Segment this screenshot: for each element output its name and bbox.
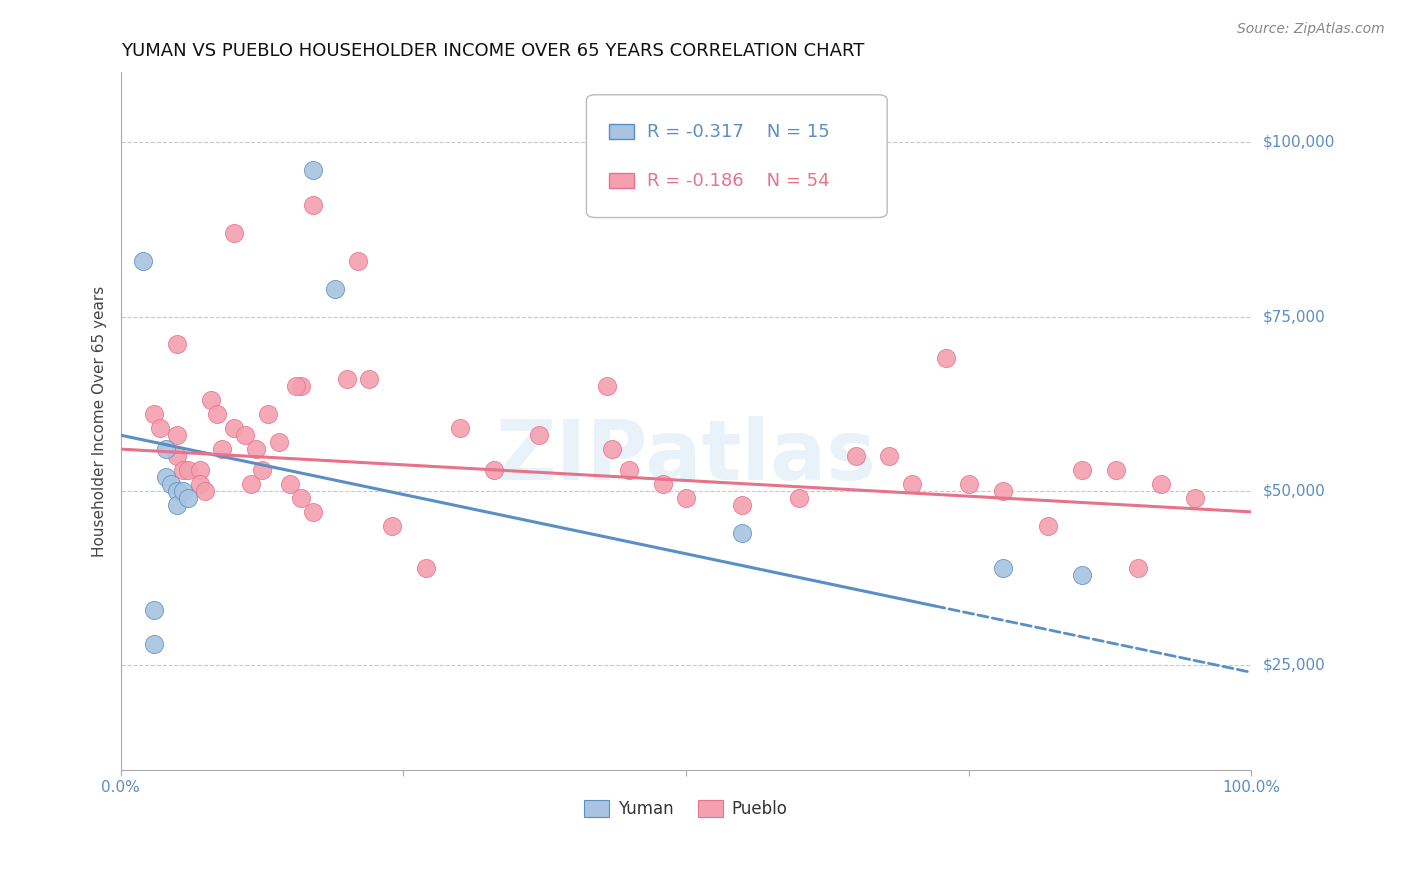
- Point: [301, 505, 323, 519]
- Point: [290, 379, 312, 393]
- Point: [155, 442, 177, 456]
- Point: [1128, 560, 1150, 574]
- Point: [177, 491, 200, 505]
- Point: [1070, 463, 1092, 477]
- Point: [166, 449, 188, 463]
- Point: [449, 421, 471, 435]
- Text: R = -0.186    N = 54: R = -0.186 N = 54: [647, 171, 830, 190]
- Point: [194, 483, 217, 498]
- Point: [844, 449, 866, 463]
- Point: [149, 421, 172, 435]
- Point: [200, 393, 222, 408]
- Point: [901, 477, 924, 491]
- Point: [278, 477, 301, 491]
- Point: [1104, 463, 1126, 477]
- Point: [250, 463, 273, 477]
- Point: [188, 477, 211, 491]
- Point: [359, 372, 381, 386]
- Point: [347, 253, 370, 268]
- Point: [172, 463, 194, 477]
- Point: [602, 442, 624, 456]
- Point: [267, 435, 290, 450]
- Point: [1184, 491, 1206, 505]
- Point: [381, 519, 404, 533]
- Point: [675, 491, 697, 505]
- Text: R = -0.317    N = 15: R = -0.317 N = 15: [647, 122, 830, 141]
- Point: [415, 560, 437, 574]
- Point: [233, 428, 256, 442]
- Point: [143, 407, 166, 421]
- Point: [188, 463, 211, 477]
- Point: [1070, 567, 1092, 582]
- Point: [222, 421, 245, 435]
- Text: $75,000: $75,000: [1263, 309, 1324, 324]
- Point: [991, 483, 1014, 498]
- FancyBboxPatch shape: [586, 95, 887, 218]
- Point: [284, 379, 307, 393]
- Point: [166, 498, 188, 512]
- Point: [527, 428, 550, 442]
- Point: [222, 226, 245, 240]
- Point: [619, 463, 641, 477]
- Point: [205, 407, 228, 421]
- Point: [143, 637, 166, 651]
- Point: [879, 449, 901, 463]
- Point: [143, 602, 166, 616]
- Text: $100,000: $100,000: [1263, 135, 1334, 150]
- Point: [787, 491, 810, 505]
- Point: [731, 525, 754, 540]
- FancyBboxPatch shape: [609, 173, 634, 188]
- Text: YUMAN VS PUEBLO HOUSEHOLDER INCOME OVER 65 YEARS CORRELATION CHART: YUMAN VS PUEBLO HOUSEHOLDER INCOME OVER …: [121, 42, 863, 60]
- Point: [256, 407, 278, 421]
- Point: [155, 470, 177, 484]
- Point: [991, 560, 1014, 574]
- Point: [325, 282, 347, 296]
- Point: [1036, 519, 1059, 533]
- Point: [239, 477, 262, 491]
- Point: [482, 463, 505, 477]
- Text: Source: ZipAtlas.com: Source: ZipAtlas.com: [1237, 22, 1385, 37]
- Point: [1150, 477, 1173, 491]
- Point: [652, 477, 675, 491]
- Text: $50,000: $50,000: [1263, 483, 1324, 499]
- Point: [935, 351, 957, 366]
- Point: [132, 253, 155, 268]
- Point: [166, 337, 188, 351]
- Point: [957, 477, 980, 491]
- Y-axis label: Householder Income Over 65 years: Householder Income Over 65 years: [93, 285, 107, 557]
- Point: [166, 428, 188, 442]
- Point: [290, 491, 312, 505]
- Legend: Yuman, Pueblo: Yuman, Pueblo: [578, 793, 794, 824]
- Point: [301, 198, 323, 212]
- Text: $25,000: $25,000: [1263, 658, 1324, 673]
- Point: [301, 163, 323, 178]
- Point: [731, 498, 754, 512]
- Point: [596, 379, 619, 393]
- Text: ZIPatlas: ZIPatlas: [495, 416, 876, 497]
- Point: [172, 483, 194, 498]
- Point: [336, 372, 359, 386]
- Point: [245, 442, 267, 456]
- Point: [211, 442, 233, 456]
- Point: [160, 477, 183, 491]
- Point: [177, 463, 200, 477]
- FancyBboxPatch shape: [609, 124, 634, 139]
- Point: [166, 483, 188, 498]
